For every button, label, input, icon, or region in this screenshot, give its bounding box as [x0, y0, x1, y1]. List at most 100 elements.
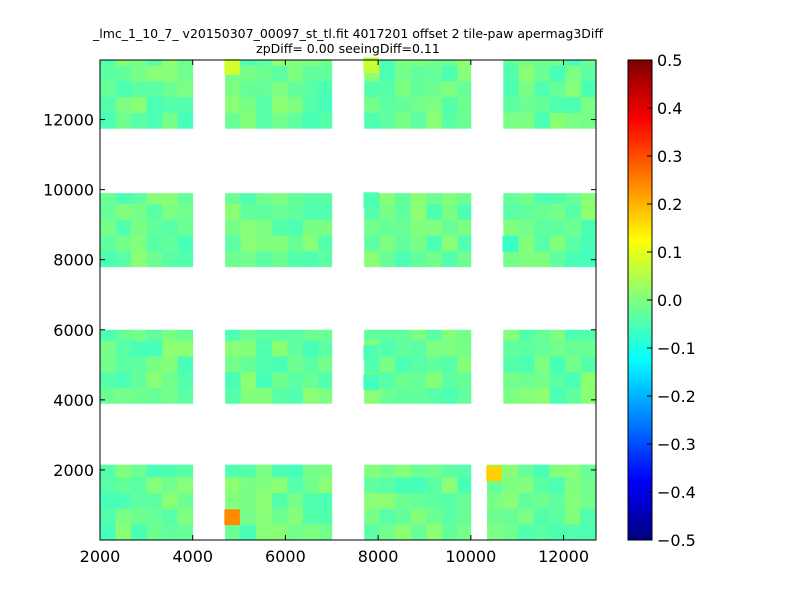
heatmap-cell [426, 476, 443, 494]
heatmap-cell [549, 476, 566, 494]
heatmap-cell [256, 464, 273, 478]
heatmap-cell [426, 340, 443, 357]
heatmap-cell [457, 371, 472, 388]
heatmap-cell [441, 464, 458, 478]
heatmap-cell [565, 235, 582, 252]
heatmap-cell [287, 464, 304, 478]
heatmap-cell [534, 81, 551, 98]
heatmap-cell [115, 250, 132, 268]
heatmap-cell [534, 329, 551, 341]
heatmap-cell [162, 112, 179, 129]
heatmap-cell [534, 235, 551, 252]
heatmap-cell [287, 340, 304, 357]
heatmap-cell [518, 250, 535, 268]
plot-frame [99, 59, 597, 541]
heatmap-cell [271, 387, 288, 404]
heatmap-cell [580, 508, 597, 525]
heatmap-cell [580, 387, 597, 404]
heatmap-cell [410, 65, 427, 82]
chart-title-line1: _lmc_1_10_7_ v20150307_00097_st_tl.fit 4… [92, 26, 603, 41]
heatmap-cell [457, 65, 472, 82]
heatmap-cell [318, 476, 333, 494]
heatmap-cell [240, 203, 257, 220]
heatmap-cell [256, 476, 273, 494]
heatmap-cell [225, 524, 242, 541]
colorbar-tick-label: −0.4 [657, 483, 696, 502]
heatmap-cell [379, 508, 396, 525]
heatmap-cell [549, 356, 566, 373]
heatmap-cell [549, 203, 566, 220]
heatmap-cell [457, 329, 472, 341]
heatmap-cell [426, 219, 443, 236]
heatmap-cell [271, 81, 288, 98]
heatmap-cell [441, 193, 458, 205]
heatmap-cell [115, 508, 132, 525]
heatmap-cell [115, 112, 132, 129]
heatmap-cell [162, 96, 179, 113]
heatmap-cell [426, 96, 443, 113]
heatmap-cell [379, 96, 396, 113]
heatmap-cell [533, 508, 550, 525]
heatmap-cell [410, 203, 427, 220]
heatmap-cell [225, 340, 242, 357]
heatmap-cell [518, 219, 535, 236]
heatmap-cell [395, 112, 412, 129]
heatmap-cell [565, 340, 582, 357]
heatmap-cell [240, 65, 257, 82]
heatmap-cell [457, 340, 472, 357]
heatmap-cell [115, 524, 132, 541]
heatmap-cell [534, 112, 551, 129]
heatmap-cell [364, 96, 381, 113]
heatmap-cell [131, 356, 147, 373]
heatmap-cell [115, 60, 132, 66]
colorbar-tick-label: −0.3 [657, 435, 696, 454]
heatmap-cell [318, 250, 333, 268]
heatmap-cell [256, 193, 273, 205]
heatmap-cell [131, 492, 147, 509]
heatmap-cell [302, 387, 319, 404]
heatmap-cell [441, 96, 458, 113]
heatmap-cell [364, 492, 381, 509]
heatmap-cell [518, 371, 535, 388]
heatmap-cell [177, 356, 194, 373]
heatmap-cell [379, 60, 396, 66]
y-tick-label: 4000 [53, 391, 94, 410]
heatmap-cell [177, 219, 194, 236]
heatmap-cell [410, 60, 427, 66]
heatmap-cell [131, 203, 147, 220]
heatmap-cell [302, 476, 319, 494]
heatmap-cell [162, 524, 179, 541]
heatmap-cell [395, 387, 412, 404]
heatmap-cell [115, 476, 132, 494]
heatmap-cell-highlight [486, 465, 502, 482]
heatmap-cell [256, 235, 273, 252]
heatmap-cell [580, 81, 597, 98]
colorbar-axis: 0.5 0.4 0.3 0.2 0.1 0.0 −0.1 −0.2 −0.3 −0.4 −0.5 [647, 51, 696, 550]
colorbar-tick-label: 0.4 [657, 99, 682, 118]
heatmap-cell [564, 508, 581, 525]
chart-title-line2: zpDiff= 0.00 seeingDiff=0.11 [256, 41, 440, 56]
heatmap-cell [379, 81, 396, 98]
heatmap-cell [395, 371, 412, 388]
heatmap-cell [146, 96, 163, 113]
heatmap-cell [518, 524, 535, 541]
colorbar-tick-label: 0.5 [657, 51, 682, 70]
heatmap-cell [146, 329, 163, 341]
heatmap-cell [503, 219, 520, 236]
heatmap-cell [271, 60, 288, 66]
heatmap-cell [100, 60, 116, 66]
heatmap-cell [379, 464, 396, 478]
heatmap-cell [518, 387, 535, 404]
heatmap-cell [131, 219, 147, 236]
heatmap-cell [225, 193, 242, 205]
colorbar-tick-label: 0.2 [657, 195, 682, 214]
heatmap-cell-highlight [363, 192, 379, 209]
heatmap-cell [518, 340, 535, 357]
heatmap-cell [115, 356, 132, 373]
heatmap-cell [162, 203, 179, 220]
heatmap-cell [240, 508, 257, 525]
heatmap-cell [100, 112, 116, 129]
heatmap-cell [565, 193, 582, 205]
heatmap-cell [364, 81, 381, 98]
heatmap-cell [100, 329, 116, 341]
